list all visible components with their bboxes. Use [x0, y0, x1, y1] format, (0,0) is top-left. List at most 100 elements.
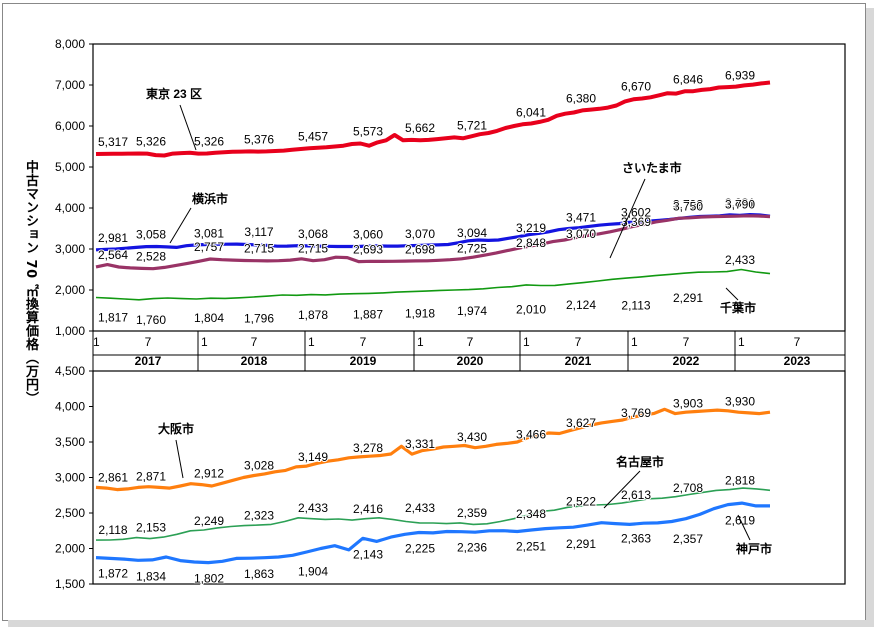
- y-axis-title: 中古マンション 70 ㎡換算価格（万円）: [23, 160, 38, 406]
- y-tick-label: 7,000: [55, 78, 85, 92]
- data-label: 2,912: [194, 467, 224, 481]
- data-label: 6,670: [621, 80, 651, 94]
- data-label: 2,249: [194, 514, 224, 528]
- x-tick-month-label: 1: [631, 335, 638, 349]
- data-label: 5,573: [353, 125, 383, 139]
- data-label: 2,113: [621, 298, 650, 312]
- y-tick-label: 3,000: [55, 242, 85, 256]
- data-label: 3,831: [725, 196, 755, 210]
- label-leader-line: [603, 470, 641, 509]
- x-year-label: 2023: [784, 354, 811, 368]
- data-label: 3,117: [244, 225, 273, 239]
- x-year-label: 2022: [673, 354, 700, 368]
- series-name-label: 大阪市: [158, 421, 194, 436]
- data-label: 2,359: [457, 506, 487, 520]
- data-label: 1,760: [136, 313, 166, 327]
- data-label: 1,863: [244, 567, 274, 581]
- x-tick-month-label: 1: [738, 335, 745, 349]
- data-label: 1,802: [194, 572, 224, 586]
- data-label: 2,416: [353, 502, 383, 516]
- data-label: 2,118: [98, 523, 127, 537]
- data-label: 2,291: [566, 537, 596, 551]
- x-tick-month-label: 7: [251, 335, 258, 349]
- x-tick-month-label: 1: [201, 335, 208, 349]
- x-tick-month-label: 7: [794, 335, 801, 349]
- x-year-label: 2020: [457, 354, 484, 368]
- data-label: 3,471: [566, 211, 596, 225]
- y-tick-label: 2,000: [55, 542, 85, 556]
- label-leader-line: [737, 514, 751, 541]
- data-label: 2,698: [405, 242, 435, 256]
- series-line-top-0: [95, 80, 771, 158]
- data-label: 1,918: [405, 306, 435, 320]
- y-tick-label: 2,500: [55, 506, 85, 520]
- x-tick-month-label: 7: [360, 335, 367, 349]
- data-label: 2,291: [673, 291, 703, 305]
- data-label: 2,236: [457, 541, 487, 555]
- x-tick-month-label: 7: [145, 335, 152, 349]
- label-leader-line: [179, 104, 197, 151]
- data-label: 2,251: [516, 540, 546, 554]
- x-tick-month-label: 7: [683, 335, 690, 349]
- data-label: 2,348: [516, 507, 546, 521]
- data-label: 3,070: [566, 227, 596, 241]
- data-label: 3,068: [298, 227, 328, 241]
- data-label: 2,433: [725, 253, 755, 267]
- label-leader-line: [609, 178, 646, 259]
- data-label: 1,887: [353, 308, 383, 322]
- x-tick-month-label: 1: [308, 335, 315, 349]
- data-label: 3,149: [298, 450, 328, 464]
- data-label: 2,725: [457, 241, 487, 255]
- label-leader-line: [175, 439, 184, 479]
- data-label: 2,433: [298, 501, 328, 515]
- data-label: 3,769: [621, 406, 651, 420]
- label-leader-line: [169, 207, 192, 244]
- data-label: 1,796: [244, 311, 274, 325]
- y-tick-label: 5,000: [55, 160, 85, 174]
- data-label: 2,871: [136, 470, 166, 484]
- x-tick-month-label: 7: [467, 335, 474, 349]
- data-label: 5,721: [457, 118, 487, 132]
- data-label: 2,225: [405, 542, 435, 556]
- data-label: 3,058: [136, 228, 166, 242]
- data-label: 2,861: [98, 470, 128, 484]
- data-label: 2,693: [353, 243, 383, 257]
- data-label: 2,708: [673, 481, 703, 495]
- x-year-label: 2018: [241, 354, 268, 368]
- x-tick-month-label: 1: [523, 335, 530, 349]
- series-name-label: 千葉市: [720, 300, 756, 315]
- y-tick-label: 3,500: [55, 435, 85, 449]
- data-label: 5,662: [405, 121, 435, 135]
- data-label: 2,818: [725, 473, 755, 487]
- x-year-label: 2017: [135, 354, 162, 368]
- data-label: 5,326: [194, 135, 224, 149]
- data-label: 1,834: [136, 569, 166, 583]
- data-label: 2,715: [298, 242, 328, 256]
- series-line-bottom-1: [95, 487, 771, 541]
- x-tick-month-label: 7: [575, 335, 582, 349]
- series-line-bottom-2: [95, 501, 770, 565]
- data-label: 1,804: [194, 311, 224, 325]
- data-label: 3,278: [353, 441, 383, 455]
- data-label: 2,323: [244, 509, 274, 523]
- data-label: 3,790: [725, 198, 755, 212]
- x-year-label: 2021: [565, 354, 592, 368]
- frame-shadow-right: [866, 8, 874, 625]
- y-tick-label: 1,000: [55, 324, 85, 338]
- data-label: 1,817: [98, 311, 128, 325]
- data-label: 3,028: [244, 459, 274, 473]
- y-tick-label: 2,000: [55, 283, 85, 297]
- data-label: 2,522: [566, 494, 596, 508]
- data-label: 2,357: [673, 532, 703, 546]
- data-label: 5,317: [98, 135, 128, 149]
- data-label: 1,974: [457, 304, 487, 318]
- data-label: 5,376: [244, 133, 274, 147]
- plot-area-top: [92, 43, 846, 332]
- data-label: 6,041: [516, 105, 546, 119]
- data-label: 6,380: [566, 91, 596, 105]
- data-label: 3,060: [353, 228, 383, 242]
- data-label: 6,939: [725, 69, 755, 83]
- series-name-label: 神戸市: [736, 541, 772, 556]
- data-label: 2,153: [136, 521, 166, 535]
- data-label: 2,528: [136, 249, 166, 263]
